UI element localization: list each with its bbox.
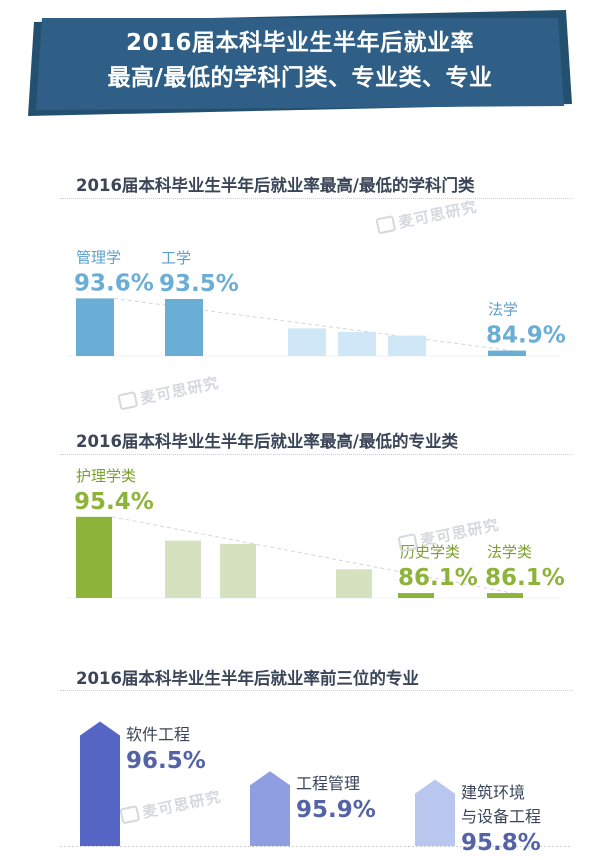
bar-2 bbox=[165, 299, 203, 356]
value-label: 96.5% bbox=[126, 747, 206, 774]
trend-line bbox=[113, 297, 527, 354]
section-title-top-majors: 2016届本科毕业生半年后就业率前三位的专业 bbox=[76, 669, 419, 688]
category-label: 工学 bbox=[161, 249, 191, 267]
watermark-logo-icon bbox=[117, 391, 139, 411]
category-label: 与设备工程 bbox=[461, 806, 542, 826]
chart-top-majors bbox=[60, 721, 572, 847]
category-label: 法学 bbox=[488, 301, 518, 319]
bar-4 bbox=[336, 569, 372, 598]
bar-4 bbox=[338, 332, 376, 356]
category-label: 管理学 bbox=[76, 248, 121, 266]
value-label: 84.9% bbox=[486, 323, 566, 349]
value-label: 86.1% bbox=[485, 565, 565, 591]
watermark: 麦可思研究 bbox=[117, 372, 221, 414]
category-label: 工程管理 bbox=[296, 774, 361, 794]
category-label: 建筑环境 bbox=[461, 782, 526, 802]
category-label: 软件工程 bbox=[126, 724, 191, 744]
value-label: 86.1% bbox=[398, 565, 478, 591]
header-title: 2016届本科毕业生半年后就业率 最高/最低的学科门类、专业类、专业 bbox=[28, 26, 572, 96]
section-divider bbox=[60, 454, 572, 455]
value-label: 93.6% bbox=[74, 270, 154, 296]
chart-major-categories: 护理学类 95.4% 历史学类 86.1% 法学类 86.1% bbox=[66, 467, 565, 599]
bar-2 bbox=[165, 540, 201, 598]
value-label: 93.5% bbox=[159, 271, 239, 297]
value-label: 95.9% bbox=[296, 797, 376, 824]
category-label: 法学类 bbox=[487, 543, 532, 561]
watermark-logo-icon bbox=[119, 805, 141, 825]
value-label: 95.8% bbox=[461, 829, 541, 856]
section-divider bbox=[60, 198, 572, 199]
bar-3 bbox=[288, 328, 326, 356]
bar-5 bbox=[388, 335, 426, 356]
category-label: 历史学类 bbox=[400, 543, 460, 561]
bar-1 bbox=[76, 298, 114, 356]
bar-6 bbox=[488, 350, 526, 356]
watermark-logo-icon bbox=[375, 215, 397, 235]
section-divider bbox=[60, 690, 572, 691]
header-banner: 2016届本科毕业生半年后就业率 最高/最低的学科门类、专业类、专业 bbox=[28, 6, 572, 118]
value-label: 95.4% bbox=[74, 489, 154, 515]
chart-disciplines: 管理学 93.6% 工学 93.5% 法学 84.9% bbox=[66, 248, 566, 357]
bar-3 bbox=[415, 779, 455, 846]
section-title-disciplines: 2016届本科毕业生半年后就业率最高/最低的学科门类 bbox=[76, 176, 475, 195]
bar-1 bbox=[76, 516, 112, 598]
header-title-line1: 2016届本科毕业生半年后就业率 bbox=[125, 30, 474, 56]
watermark-logo-icon bbox=[397, 533, 419, 553]
bar-2 bbox=[250, 771, 290, 846]
category-label: 护理学类 bbox=[76, 467, 136, 485]
section-title-major-categories: 2016届本科毕业生半年后就业率最高/最低的专业类 bbox=[76, 432, 458, 451]
bar-3 bbox=[220, 543, 256, 598]
bar-6 bbox=[487, 593, 523, 598]
header-background bbox=[28, 10, 572, 116]
bar-5 bbox=[398, 593, 434, 598]
bar-1 bbox=[80, 721, 120, 846]
header-title-line2: 最高/最低的学科门类、专业类、专业 bbox=[107, 65, 493, 91]
